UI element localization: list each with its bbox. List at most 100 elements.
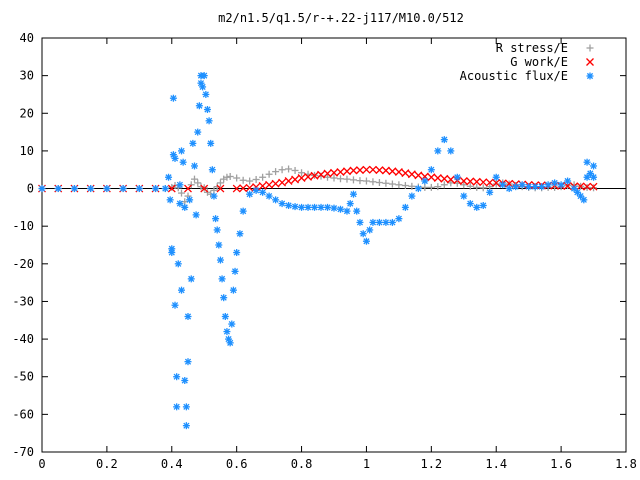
- data-point: [70, 185, 78, 193]
- data-point: [291, 203, 299, 211]
- data-point: [421, 183, 429, 191]
- data-point: [408, 182, 416, 190]
- data-point: [427, 166, 435, 174]
- data-point: [174, 260, 182, 268]
- y-tick-label: -70: [12, 445, 34, 459]
- data-point: [492, 178, 501, 187]
- data-point: [184, 313, 192, 321]
- data-point: [440, 181, 448, 189]
- y-tick-label: 20: [20, 106, 34, 120]
- data-point: [434, 147, 442, 155]
- data-point: [356, 218, 364, 226]
- data-point: [362, 237, 370, 245]
- y-tick-label: -60: [12, 407, 34, 421]
- x-tick-label: 0: [38, 457, 45, 471]
- data-point: [285, 201, 293, 209]
- data-point: [103, 185, 111, 193]
- data-point: [447, 179, 455, 187]
- data-point: [190, 162, 198, 170]
- data-point: [203, 106, 211, 114]
- data-point: [119, 185, 127, 193]
- data-point: [200, 72, 208, 80]
- data-point: [197, 183, 205, 191]
- y-tick-label: -50: [12, 370, 34, 384]
- y-tick-label: -40: [12, 332, 34, 346]
- data-point: [223, 173, 231, 181]
- data-point: [349, 166, 358, 175]
- x-tick-label: 1: [363, 457, 370, 471]
- data-point: [375, 166, 384, 175]
- legend-label: G work/E: [510, 55, 568, 69]
- data-point: [375, 179, 383, 187]
- data-point: [557, 181, 565, 189]
- data-point: [356, 177, 364, 185]
- data-point: [245, 183, 254, 192]
- data-point: [433, 174, 442, 182]
- data-point: [205, 117, 213, 125]
- data-point: [284, 177, 293, 185]
- y-tick-label: 10: [20, 144, 34, 158]
- data-point: [317, 203, 325, 211]
- data-point: [173, 373, 181, 381]
- data-point: [434, 183, 442, 191]
- data-point: [223, 328, 231, 336]
- x-tick-label: 1.4: [485, 457, 507, 471]
- data-point: [466, 182, 474, 190]
- legend-label: R stress/E: [496, 41, 568, 55]
- data-point: [479, 184, 487, 192]
- data-point: [291, 166, 299, 174]
- data-point: [226, 173, 234, 181]
- data-point: [583, 158, 591, 166]
- data-point: [485, 178, 494, 187]
- data-point: [369, 178, 377, 186]
- data-point: [324, 173, 332, 181]
- data-point: [171, 301, 179, 309]
- data-point: [38, 185, 46, 193]
- data-point: [440, 174, 449, 183]
- y-tick-label: 40: [20, 31, 34, 45]
- data-point: [590, 173, 598, 181]
- data-point: [353, 207, 361, 215]
- axes: 40 30 20 10 0 -10 -20 -30 -40 -50 -60 -70 0 0.2 0.4 0.6…: [12, 31, 637, 471]
- data-point: [174, 184, 182, 192]
- data-point: [207, 139, 215, 147]
- data-point: [583, 182, 592, 191]
- data-point: [323, 169, 332, 178]
- data-point: [171, 154, 179, 162]
- data-point: [178, 189, 186, 197]
- data-point: [271, 179, 280, 188]
- data-point: [330, 168, 338, 177]
- data-point: [369, 218, 377, 226]
- data-point: [202, 90, 210, 98]
- data-point: [239, 207, 247, 215]
- data-point: [472, 177, 481, 186]
- data-point: [460, 192, 468, 200]
- data-point: [194, 128, 202, 136]
- data-point: [518, 181, 526, 189]
- data-point: [229, 286, 237, 294]
- data-point: [166, 196, 174, 204]
- y-tick-label: 0: [27, 182, 34, 196]
- data-point: [317, 170, 325, 179]
- data-point: [388, 180, 396, 188]
- y-tick-label: -30: [12, 294, 34, 308]
- data-point: [213, 183, 221, 191]
- data-point: [278, 166, 286, 174]
- data-point: [446, 175, 455, 184]
- data-point: [218, 275, 226, 283]
- data-point: [216, 184, 225, 193]
- data-point: [265, 170, 273, 178]
- data-point: [182, 422, 190, 430]
- data-point: [259, 173, 267, 181]
- data-point: [525, 183, 533, 191]
- data-point: [212, 215, 220, 223]
- data-point: [304, 172, 313, 181]
- data-point: [272, 196, 280, 204]
- y-tick-label: 30: [20, 69, 34, 83]
- data-point: [54, 185, 62, 193]
- data-point: [349, 176, 357, 184]
- data-point: [167, 184, 176, 193]
- data-point: [586, 169, 594, 177]
- data-point: [492, 180, 500, 188]
